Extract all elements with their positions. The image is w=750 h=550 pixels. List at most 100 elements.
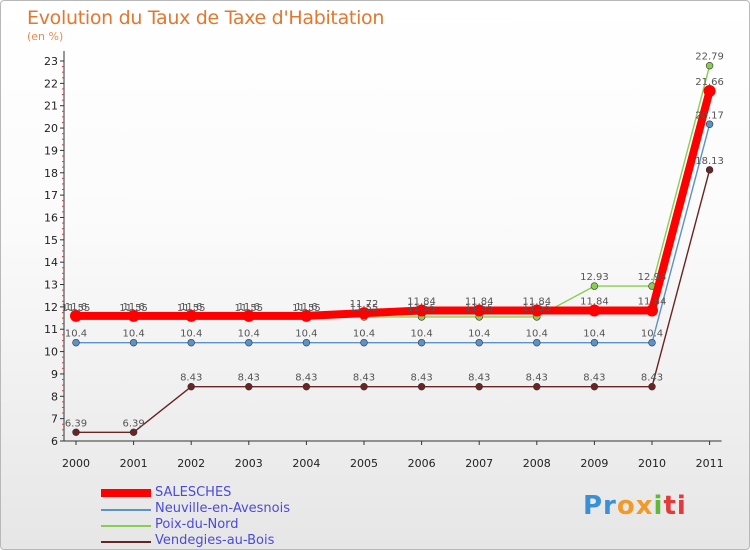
data-label: 10.4: [468, 329, 490, 340]
data-point: [187, 338, 195, 347]
y-tick-label: 20: [44, 122, 58, 135]
y-tick-label: 12: [44, 301, 58, 314]
series-line: [75, 169, 711, 433]
y-tick-label: 9: [51, 368, 58, 381]
chart-data-labels: 11.6 11.6 11.6 11.6 11.6 11.72 11.84 11.84 11.84…: [62, 52, 724, 430]
chart-series: [70, 61, 716, 436]
y-tick-label: 18: [44, 167, 58, 180]
data-label: 11.55: [234, 303, 263, 314]
data-point: [358, 307, 370, 320]
data-label: 8.43: [526, 373, 548, 384]
data-label: 11.55: [119, 303, 148, 314]
data-label: 11.6: [122, 302, 144, 313]
y-tick-label: 6: [51, 435, 58, 448]
data-point: [300, 309, 313, 322]
data-label: 10.4: [526, 329, 548, 340]
data-point: [185, 309, 198, 322]
data-label: 8.43: [641, 373, 663, 384]
x-tick-label: 2011: [696, 457, 724, 470]
legend-item: SALESCHES: [101, 486, 361, 502]
legend-swatch: [101, 525, 151, 527]
legend-item: Neuville-en-Avesnois: [101, 502, 361, 518]
data-label: 8.43: [468, 373, 490, 384]
x-tick-label: 2007: [465, 457, 493, 470]
y-tick-label: 7: [51, 413, 58, 426]
data-point: [533, 338, 541, 347]
data-label: 10.4: [641, 329, 663, 340]
y-tick-label: 16: [44, 211, 58, 224]
data-point: [302, 382, 311, 391]
data-point: [590, 338, 599, 347]
y-tick-label: 11: [44, 323, 58, 336]
data-label: 10.4: [583, 329, 605, 340]
legend-label: SALESCHES: [155, 485, 232, 500]
data-label: 11.6: [238, 302, 260, 313]
y-tick-label: 22: [44, 77, 58, 90]
legend-swatch: [101, 509, 151, 511]
data-label: 10.4: [180, 329, 202, 340]
x-tick-label: 2009: [580, 457, 608, 470]
data-label: 10.4: [410, 329, 432, 340]
data-label: 11.84: [522, 296, 551, 307]
x-tick-label: 2010: [638, 457, 666, 470]
data-label: 10.4: [238, 329, 260, 340]
data-point: [648, 338, 656, 347]
data-label: 11.55: [522, 303, 551, 314]
y-tick-label: 14: [44, 256, 58, 269]
data-point: [360, 338, 368, 347]
data-point: [242, 309, 255, 322]
data-label: 11.84: [407, 296, 436, 307]
data-point: [475, 382, 483, 391]
data-label: 8.43: [180, 373, 202, 384]
data-label: 11.6: [180, 302, 202, 313]
y-tick-label: 17: [44, 189, 58, 202]
data-point: [417, 382, 426, 391]
data-label: 10.4: [122, 329, 144, 340]
chart-unit: (en %): [27, 30, 64, 43]
data-point: [129, 338, 138, 347]
data-label: 8.43: [410, 373, 432, 384]
legend-item: Poix-du-Nord: [101, 518, 361, 534]
data-point: [360, 382, 368, 391]
data-point: [646, 304, 658, 317]
data-point: [590, 282, 599, 290]
y-tick-label: 8: [51, 390, 58, 403]
data-label: 8.43: [295, 373, 317, 384]
data-point: [415, 304, 428, 317]
data-point: [417, 338, 426, 347]
data-label: 12.93: [580, 272, 609, 283]
x-tick-label: 2000: [62, 457, 90, 470]
x-tick-label: 2001: [120, 457, 148, 470]
data-point: [533, 382, 541, 391]
data-label: 11.55: [292, 303, 321, 314]
data-point: [187, 382, 195, 391]
y-tick-label: 15: [44, 234, 58, 247]
logo-part-2: ox: [616, 491, 654, 521]
data-point: [705, 61, 714, 70]
series-line: [75, 123, 711, 344]
data-point: [648, 382, 656, 391]
x-tick-label: 2003: [235, 457, 263, 470]
data-point: [588, 304, 601, 317]
data-label: 12.93: [638, 272, 667, 283]
data-point: [129, 428, 138, 436]
logo-part-3: i: [653, 491, 664, 521]
data-label: 11.55: [62, 303, 91, 314]
series-line: [75, 64, 711, 318]
data-point: [72, 428, 80, 436]
logo-part-4: ti: [663, 491, 687, 521]
x-tick-label: 2008: [523, 457, 551, 470]
y-tick-label: 23: [44, 55, 58, 68]
legend-label: Poix-du-Nord: [155, 517, 239, 532]
data-label: 11.6: [65, 302, 87, 313]
legend-swatch: [101, 541, 151, 543]
data-label: 20.17: [695, 110, 724, 121]
data-point: [245, 382, 253, 391]
proxiti-logo: Proxiti: [583, 491, 687, 521]
data-point: [127, 309, 140, 322]
data-label: 6.39: [65, 418, 87, 429]
data-point: [302, 338, 311, 347]
data-label: 8.43: [583, 373, 605, 384]
data-label: 6.39: [122, 418, 144, 429]
y-tick-label: 21: [44, 100, 58, 113]
